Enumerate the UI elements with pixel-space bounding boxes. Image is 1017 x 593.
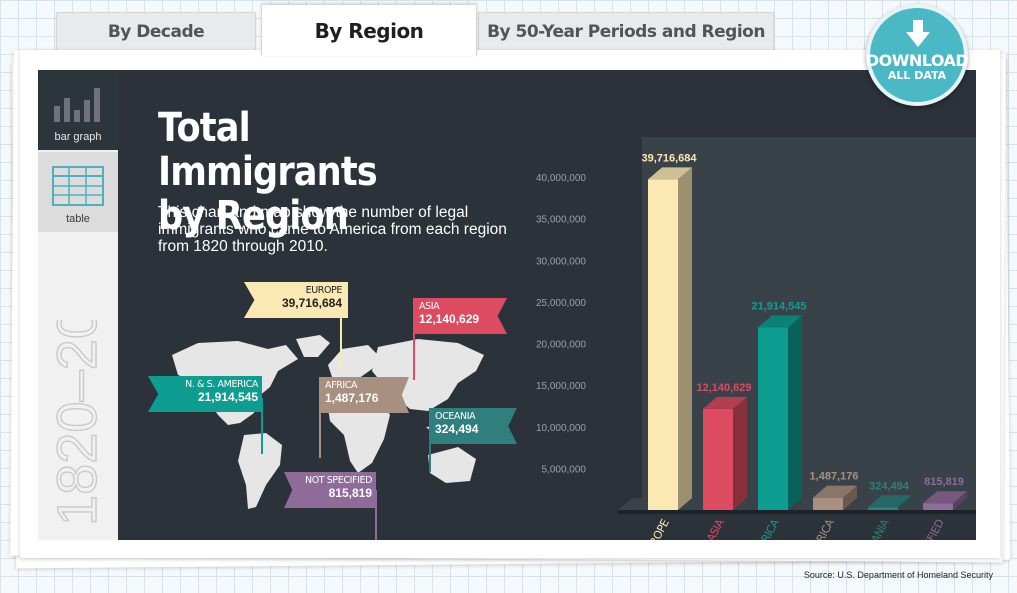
- flag-name: OCEANIA: [435, 411, 476, 422]
- map-flag-europe: EUROPE 39,716,684: [244, 282, 348, 318]
- bar-oceania: [868, 507, 898, 510]
- download-sublabel: ALL DATA: [887, 69, 947, 82]
- tab-by-decade[interactable]: By Decade: [56, 12, 256, 52]
- data-label-europe: 39,716,684: [641, 152, 697, 164]
- flag-name: AFRICA: [325, 380, 358, 391]
- bar-top-europe: [648, 167, 692, 180]
- y-tick-label: 10,000,000: [536, 423, 586, 434]
- bar-graph-icon: [54, 88, 100, 122]
- page-title: Total Immigrants by Region: [158, 106, 475, 238]
- chart-back-wall: [642, 137, 976, 510]
- asia-flag-pole: [413, 320, 415, 380]
- category-label-africa: AFRICA: [808, 516, 837, 540]
- chart-description: This chart and map show the number of le…: [158, 204, 507, 255]
- flag-value: 21,914,545: [197, 390, 258, 404]
- chart-baseline: [618, 510, 976, 514]
- infographic-panel: bar graph table 1820–2010 Total Immigran…: [38, 70, 976, 540]
- bar-top-asia: [703, 396, 747, 409]
- category-label-oceania: OCEANIA: [858, 516, 892, 540]
- category-label-europe: EUROPE: [641, 517, 672, 540]
- table-icon: [52, 166, 104, 206]
- bar-top-oceania: [868, 495, 912, 508]
- bar-side-asia: [733, 396, 747, 510]
- bar-side-europe: [678, 167, 692, 510]
- bar-europe: [648, 179, 678, 510]
- bar-top-not-specified: [923, 491, 967, 504]
- data-label-oceania: 324,494: [869, 480, 910, 492]
- y-tick-label: 20,000,000: [536, 340, 586, 351]
- bar-side-oceania: [898, 495, 912, 510]
- flag-name: ASIA: [419, 301, 440, 312]
- flag-name: EUROPE: [305, 285, 343, 296]
- americas-flag-pole: [261, 398, 263, 454]
- bar-top-n-s-america: [758, 315, 802, 328]
- flag-value: 39,716,684: [281, 296, 342, 310]
- map-flag-asia: ASIA 12,140,629: [413, 298, 507, 334]
- flag-value: 815,819: [328, 486, 372, 500]
- data-label-asia: 12,140,629: [696, 382, 751, 394]
- period-text: 1820–2010: [45, 320, 108, 526]
- data-label-africa: 1,487,176: [810, 471, 859, 483]
- table-label: table: [66, 213, 90, 225]
- bar-n-s-america: [758, 327, 788, 510]
- bar-top-africa: [813, 485, 857, 498]
- europe-flag-pole: [340, 306, 342, 372]
- africa-flag-pole: [319, 398, 321, 458]
- map-europe: [328, 345, 380, 381]
- bar-africa: [813, 497, 843, 510]
- tab-by-region[interactable]: By Region: [261, 4, 477, 56]
- data-label-n-s-america: 21,914,545: [751, 301, 806, 313]
- source-note: Source: U.S. Department of Homeland Secu…: [803, 570, 993, 580]
- chart-area: Total Immigrants by Region This chart an…: [118, 70, 976, 540]
- flag-name: NOT SPECIFIED: [305, 475, 372, 486]
- download-label: DOWNLOAD: [865, 51, 969, 70]
- bar-side-n-s-america: [788, 315, 802, 510]
- category-label-not-specified: NOT SPECIFIED: [899, 517, 947, 540]
- view-sidebar: bar graph table 1820–2010: [38, 70, 118, 540]
- table-view-button[interactable]: table: [38, 152, 118, 232]
- map-flag-not-specified: NOT SPECIFIED 815,819: [284, 472, 376, 508]
- period-label: 1820–2010: [44, 320, 108, 527]
- map-flag-africa: AFRICA 1,487,176: [319, 377, 409, 413]
- map-flag-oceania: OCEANIA 324,494: [429, 408, 517, 444]
- bar-side-africa: [843, 485, 857, 510]
- bar-asia: [703, 408, 733, 510]
- bar-not-specified: [923, 503, 953, 510]
- bar-side-not-specified: [953, 491, 967, 510]
- tab-by-50-year-periods[interactable]: By 50-Year Periods and Region: [478, 12, 774, 52]
- map-oceania: [428, 447, 476, 483]
- map-flag-americas: N. & S. AMERICA 21,914,545: [148, 376, 262, 412]
- flag-value: 12,140,629: [419, 312, 480, 326]
- title-line-1: Total Immigrants: [158, 105, 378, 195]
- bar-chart: 5,000,000 10,000,000 15,000,000 20,000,000 2…: [536, 137, 976, 540]
- map-south-america: [238, 433, 282, 509]
- y-tick-label: 25,000,000: [536, 298, 586, 309]
- category-label-asia: ASIA: [704, 516, 727, 540]
- download-arrow-icon: [906, 20, 930, 47]
- download-all-data-button[interactable]: DOWNLOAD ALL DATA: [865, 4, 969, 106]
- bar-graph-view-button[interactable]: bar graph: [38, 70, 118, 150]
- y-tick-label: 35,000,000: [536, 215, 586, 226]
- title-line-2: by Region: [158, 193, 349, 239]
- y-tick-label: 30,000,000: [536, 256, 586, 267]
- y-tick-label: 5,000,000: [542, 464, 587, 475]
- map-greenland: [296, 335, 330, 357]
- not-specified-flag-pole: [375, 490, 377, 540]
- y-tick-label: 40,000,000: [536, 173, 586, 184]
- flag-name: N. & S. AMERICA: [185, 379, 258, 390]
- bar-graph-label: bar graph: [54, 131, 102, 143]
- category-label-n-s-america: N. & S. AMERICA: [731, 516, 782, 540]
- y-tick-label: 15,000,000: [536, 381, 586, 392]
- data-label-not-specified: 815,819: [924, 476, 964, 488]
- flag-value: 324,494: [435, 422, 479, 436]
- flag-value: 1,487,176: [325, 391, 379, 405]
- oceania-flag-pole: [429, 430, 431, 472]
